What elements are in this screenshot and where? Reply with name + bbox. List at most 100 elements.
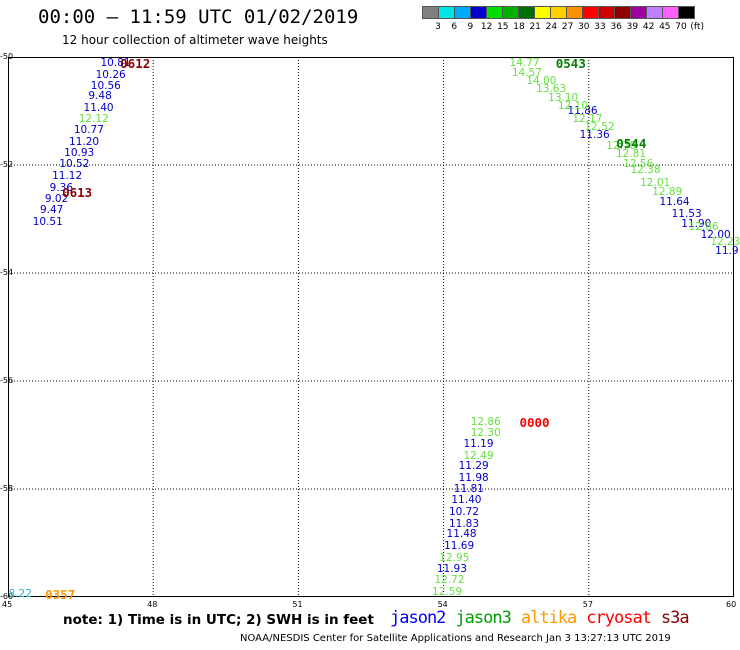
wave-height-point: 11.90 <box>681 218 712 231</box>
wave-height-point: 11.9 <box>715 245 739 258</box>
y-tick-label: -56 <box>0 376 14 385</box>
color-scale-label: 42 <box>642 22 655 32</box>
color-swatch <box>454 6 471 19</box>
wave-height-point: 12.86 <box>688 221 719 234</box>
wave-height-point: 14.77 <box>509 57 540 70</box>
footnote: note: 1) Time is in UTC; 2) SWH is in fe… <box>63 612 374 628</box>
x-tick-label: 60 <box>726 600 737 609</box>
pass-time-label: 0357 <box>45 587 76 603</box>
wave-height-point: 11.48 <box>446 528 477 541</box>
wave-height-point: 11.12 <box>52 169 83 182</box>
color-swatch <box>486 6 503 19</box>
wave-height-point: 12.86 <box>470 415 501 428</box>
satellite-legend: jason2 jason3 altika cryosat s3a <box>390 608 690 628</box>
wave-height-point: 12.89 <box>652 186 683 198</box>
wave-height-point: 11.83 <box>448 517 480 530</box>
wave-height-point: 11.36 <box>579 129 610 142</box>
wave-height-point: 11.53 <box>671 207 702 220</box>
wave-height-point: 10.72 <box>448 506 480 519</box>
color-scale-label: 27 <box>561 22 574 32</box>
wave-height-point: 12.38 <box>630 164 661 177</box>
color-scale-bar <box>422 6 695 20</box>
legend-item-jason3: jason3 <box>455 608 511 628</box>
pass-time-label: 0613 <box>62 185 93 200</box>
pass-time-label: 0612 <box>120 56 151 72</box>
x-tick-label: 54 <box>437 600 448 609</box>
legend-item-jason2: jason2 <box>390 608 446 628</box>
y-tick-label: -60 <box>0 592 14 601</box>
wave-height-point: 12.78 <box>606 140 637 153</box>
wave-height-point: 10.52 <box>59 158 90 171</box>
wave-height-point: 10.81 <box>100 57 131 70</box>
wave-height-point: 12.49 <box>463 449 494 462</box>
color-swatch <box>566 6 583 19</box>
map-border <box>8 57 734 597</box>
wave-height-point: 11.40 <box>83 101 114 114</box>
wave-height-point: 9.36 <box>49 181 74 194</box>
color-swatch <box>662 6 679 19</box>
wave-height-point: 11.98 <box>458 471 489 484</box>
y-tick-label: -54 <box>0 268 14 277</box>
subtitle: 12 hour collection of altimeter wave hei… <box>62 33 328 47</box>
map-plot-area: 45 48 51 54 57 60 -50 -52 -54 -56 -58 -60 10.81 10.2… <box>0 52 740 609</box>
color-scale-label: 39 <box>626 22 639 32</box>
wave-height-point: 14.00 <box>526 75 557 88</box>
wave-height-point: 10.26 <box>95 68 126 81</box>
wave-height-point: 12.81 <box>615 148 646 161</box>
pass-time-label: 0543 <box>555 56 586 72</box>
page-title: 00:00 – 11:59 UTC 01/02/2019 <box>38 6 359 28</box>
color-swatch <box>550 6 567 19</box>
pass-time-label: 0544 <box>616 136 647 152</box>
wave-height-point: 12.59 <box>432 585 463 598</box>
legend-item-s3a: s3a <box>660 608 690 628</box>
wave-height-point: 11.69 <box>444 540 475 553</box>
wave-height-point: 12.12 <box>78 113 109 126</box>
wave-height-point: 9.02 <box>44 193 69 206</box>
color-swatch <box>502 6 519 19</box>
wave-height-point: 11.81 <box>453 483 484 495</box>
x-tick-label: 45 <box>2 600 13 609</box>
wave-height-point: 12.00 <box>700 229 731 242</box>
wave-height-point: 11.29 <box>458 460 489 473</box>
color-scale-label: 45 <box>659 22 671 32</box>
y-tick-label: -50 <box>0 52 14 61</box>
legend-item-cryosat: cryosat <box>586 608 652 628</box>
color-scale-label: 70 <box>675 22 687 32</box>
wave-height-point: 12.17 <box>572 113 603 126</box>
color-swatch <box>422 6 439 19</box>
wave-height-point: 11.40 <box>451 493 482 506</box>
wave-height-point: 12.95 <box>439 551 470 564</box>
wave-height-point: 8.22 <box>8 588 32 601</box>
legend-item-altika: altika <box>520 608 577 628</box>
color-swatch <box>630 6 647 19</box>
wave-height-point: 13.10 <box>548 91 579 104</box>
wave-height-point: 12.23 <box>710 236 740 249</box>
wave-height-point: 11.64 <box>659 195 690 208</box>
credit-footer: NOAA/NESDIS Center for Satellite Applica… <box>240 633 671 644</box>
color-scale-label: 9 <box>467 22 474 32</box>
wave-height-point: 11.93 <box>436 562 467 575</box>
color-swatch <box>438 6 455 19</box>
color-scale-label: 33 <box>594 22 606 32</box>
wave-height-point: 12.72 <box>434 574 465 587</box>
wave-height-point: 10.93 <box>64 147 95 160</box>
x-tick-label: 57 <box>582 600 593 609</box>
color-scale-label: 24 <box>545 22 558 32</box>
color-scale-label: 21 <box>529 22 541 32</box>
wave-height-point: 12.10 <box>557 99 588 112</box>
wave-height-point: 10.77 <box>73 124 104 137</box>
color-scale-label: (ft) <box>690 22 704 32</box>
color-scale-label: 30 <box>578 22 590 32</box>
color-scale-label: 3 <box>435 22 441 32</box>
pass-time-label: 0000 <box>519 414 550 430</box>
color-scale-label: 36 <box>610 22 622 32</box>
color-swatch <box>678 6 695 19</box>
x-tick-label: 48 <box>147 600 158 609</box>
color-swatch <box>518 6 535 19</box>
wave-height-point: 14.57 <box>511 67 542 80</box>
x-tick-label: 51 <box>292 600 303 609</box>
map-grid <box>8 57 734 597</box>
color-swatch <box>470 6 487 19</box>
wave-height-point: 9.48 <box>88 90 112 103</box>
color-scale-label: 12 <box>480 22 493 32</box>
